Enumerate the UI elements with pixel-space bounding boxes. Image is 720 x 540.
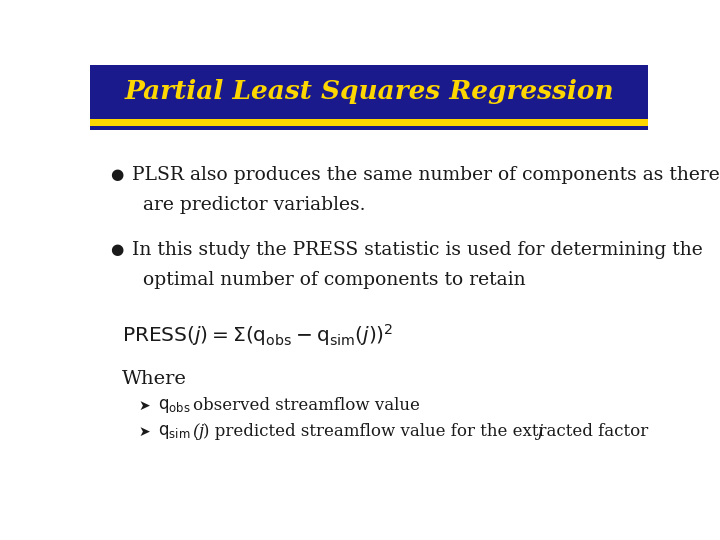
Text: j: j [538, 423, 543, 440]
Text: $\mathrm{q}_{\mathrm{obs}}$: $\mathrm{q}_{\mathrm{obs}}$ [158, 397, 191, 415]
Text: In this study the PRESS statistic is used for determining the: In this study the PRESS statistic is use… [132, 241, 703, 259]
Text: ➤: ➤ [138, 399, 150, 413]
Text: ●: ● [110, 167, 123, 183]
Text: $\mathrm{PRESS}(j) = \Sigma(\mathrm{q}_{\mathrm{obs}} - \mathrm{q}_{\mathrm{sim}: $\mathrm{PRESS}(j) = \Sigma(\mathrm{q}_{… [122, 322, 394, 348]
Text: (: ( [193, 423, 199, 440]
Text: $\mathrm{q}_{\mathrm{sim}}$: $\mathrm{q}_{\mathrm{sim}}$ [158, 422, 191, 441]
Text: Where: Where [122, 370, 187, 388]
Text: ) predicted streamflow value for the extracted factor: ) predicted streamflow value for the ext… [203, 423, 649, 440]
Text: ➤: ➤ [138, 424, 150, 438]
Text: PLSR also produces the same number of components as there: PLSR also produces the same number of co… [132, 166, 719, 184]
Text: optimal number of components to retain: optimal number of components to retain [143, 271, 526, 289]
Text: ●: ● [110, 242, 123, 258]
Bar [90, 65, 648, 119]
Bar [90, 126, 648, 131]
Text: observed streamflow value: observed streamflow value [193, 397, 420, 414]
Text: j: j [198, 423, 203, 440]
Bar [90, 119, 648, 126]
Text: are predictor variables.: are predictor variables. [143, 196, 366, 214]
Text: Partial Least Squares Regression: Partial Least Squares Regression [124, 79, 614, 104]
